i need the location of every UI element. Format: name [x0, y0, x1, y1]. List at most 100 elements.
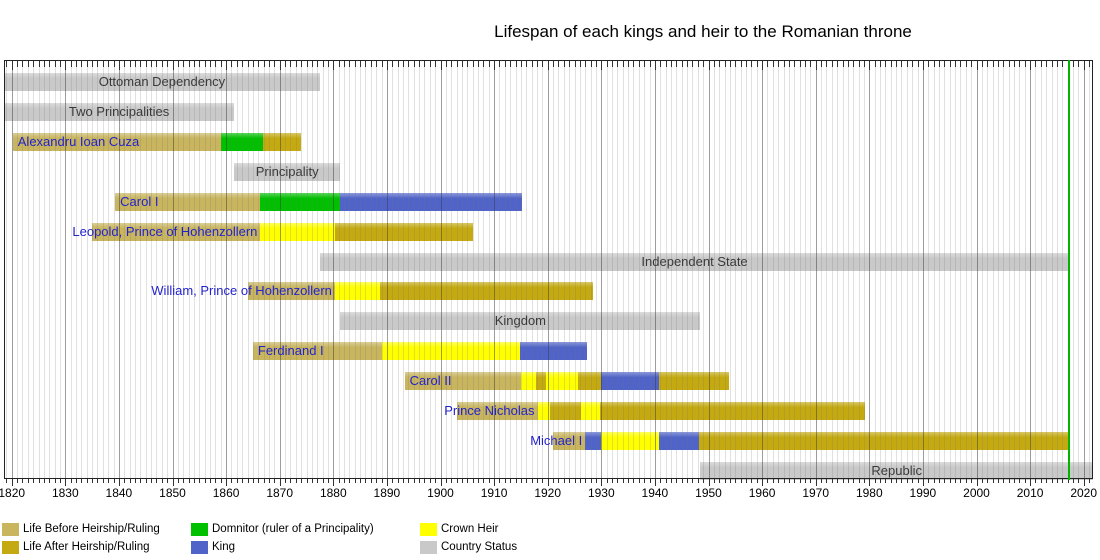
x-axis-tick-label: 1850 — [159, 486, 186, 500]
bottom-tick — [944, 479, 946, 483]
person-bar-segment-life_after — [600, 402, 865, 421]
top-tick — [333, 61, 335, 70]
bottom-tick — [327, 479, 329, 483]
top-tick — [890, 61, 892, 67]
gridline-minor — [215, 61, 217, 478]
bottom-tick — [54, 479, 56, 483]
top-tick — [858, 61, 860, 67]
bottom-tick — [43, 479, 45, 483]
bottom-tick — [354, 479, 356, 483]
bottom-tick — [896, 479, 898, 483]
top-tick — [708, 61, 710, 70]
top-tick — [274, 61, 276, 67]
bottom-tick — [628, 479, 630, 483]
gridline-major — [708, 61, 710, 478]
gridline-minor — [885, 61, 887, 478]
gridline-minor — [145, 61, 147, 478]
legend-swatch-life_after — [2, 540, 19, 554]
top-tick — [134, 61, 136, 67]
bottom-tick — [526, 479, 528, 483]
gridline-minor — [692, 61, 694, 478]
person-bar-segment-life_before — [552, 432, 586, 451]
gridline-minor — [22, 61, 24, 478]
gridline-minor — [617, 61, 619, 478]
x-axis-tick-label: 1900 — [427, 486, 454, 500]
bottom-tick — [467, 479, 469, 483]
gridline-minor — [327, 61, 329, 478]
bottom-tick — [333, 479, 335, 486]
bottom-tick — [204, 479, 206, 483]
top-tick — [17, 61, 19, 67]
bottom-tick — [708, 479, 710, 486]
person-bar-segment-king — [520, 342, 588, 361]
bottom-tick — [268, 479, 270, 483]
x-axis-tick-label: 1950 — [695, 486, 722, 500]
top-tick — [59, 61, 61, 67]
top-tick — [285, 61, 287, 67]
bottom-tick — [1062, 479, 1064, 483]
gridline-minor — [456, 61, 458, 478]
top-tick — [965, 61, 967, 67]
bottom-tick — [108, 479, 110, 483]
gridline-major — [815, 61, 817, 478]
gridline-minor — [746, 61, 748, 478]
gridline-minor — [1003, 61, 1005, 478]
gridline-minor — [354, 61, 356, 478]
bottom-tick — [424, 479, 426, 483]
top-tick — [981, 61, 983, 67]
bottom-tick — [831, 479, 833, 483]
bottom-tick — [215, 479, 217, 483]
gridline-minor — [1019, 61, 1021, 478]
gridline-minor — [161, 61, 163, 478]
top-tick — [563, 61, 565, 67]
status-bar — [340, 312, 701, 331]
gridline-minor — [837, 61, 839, 478]
gridline-minor — [563, 61, 565, 478]
gridline-minor — [419, 61, 421, 478]
bottom-tick — [451, 479, 453, 483]
gridline-minor — [274, 61, 276, 478]
gridline-major — [11, 61, 13, 478]
gridline-minor — [193, 61, 195, 478]
gridline-minor — [558, 61, 560, 478]
top-tick — [429, 61, 431, 67]
person-bar-segment-heir — [545, 372, 578, 391]
bottom-tick — [386, 479, 388, 486]
top-tick — [445, 61, 447, 67]
gridline-minor — [317, 61, 319, 478]
bottom-tick — [311, 479, 313, 483]
gridline-minor — [574, 61, 576, 478]
bottom-tick — [6, 479, 8, 483]
bottom-tick — [172, 479, 174, 486]
gridline-minor — [33, 61, 35, 478]
bottom-tick — [847, 479, 849, 483]
top-tick — [1024, 61, 1026, 67]
top-tick — [1003, 61, 1005, 67]
person-name-label: William, Prince of Hohenzollern — [151, 283, 332, 299]
top-tick — [949, 61, 951, 67]
bottom-tick — [1040, 479, 1042, 483]
bottom-tick — [697, 479, 699, 483]
bottom-tick — [1030, 479, 1032, 486]
bottom-tick — [140, 479, 142, 483]
gridline-minor — [649, 61, 651, 478]
gridline-minor — [210, 61, 212, 478]
top-tick — [108, 61, 110, 67]
bottom-tick — [236, 479, 238, 483]
top-tick — [220, 61, 222, 67]
gridline-major — [1030, 61, 1032, 478]
gridline-major — [762, 61, 764, 478]
bottom-tick — [231, 479, 233, 483]
top-tick — [1014, 61, 1016, 67]
bottom-tick — [863, 479, 865, 483]
person-bar-segment-heir — [537, 402, 550, 421]
gridline-minor — [102, 61, 104, 478]
x-axis-tick-label: 2010 — [1016, 486, 1044, 500]
bottom-tick — [649, 479, 651, 483]
gridline-minor — [531, 61, 533, 478]
top-tick — [156, 61, 158, 67]
legend-swatch-king — [191, 540, 208, 554]
gridline-minor — [633, 61, 635, 478]
gridline-minor — [344, 61, 346, 478]
